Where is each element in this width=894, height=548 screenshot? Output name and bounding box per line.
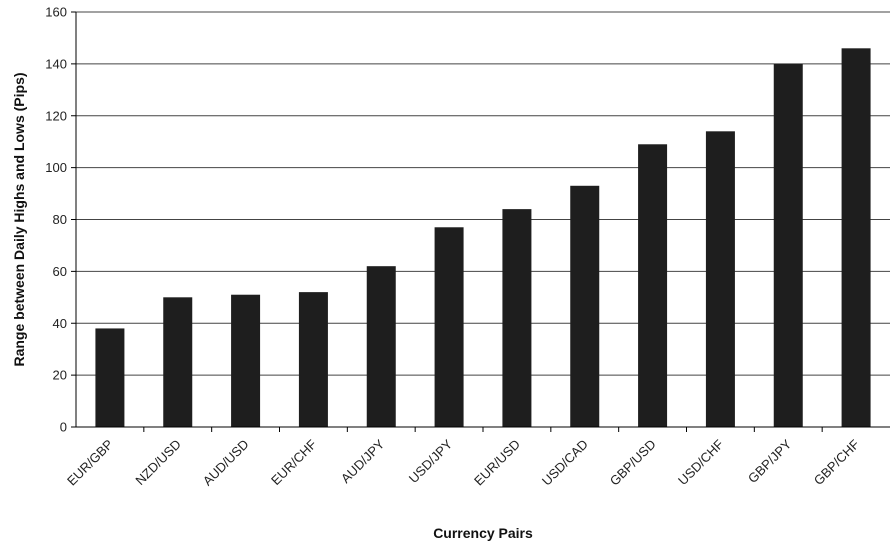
y-tick-label: 140 [45, 56, 67, 71]
x-tick-label: AUD/JPY [338, 436, 388, 486]
bar [163, 297, 193, 427]
y-tick-label: 160 [45, 5, 67, 20]
x-tick-label: NZD/USD [132, 437, 183, 488]
x-tick-label: EUR/USD [471, 437, 523, 489]
y-tick-label: 0 [60, 420, 67, 435]
bar [298, 292, 328, 427]
x-tick-label: USD/CHF [675, 436, 727, 488]
bar [570, 185, 600, 427]
x-tick-label: GBP/USD [607, 437, 659, 489]
y-axis-title: Range between Daily Highs and Lows (Pips… [11, 72, 27, 366]
x-tick-label: USD/JPY [406, 436, 456, 486]
y-tick-label: 120 [45, 108, 67, 123]
bar [841, 48, 871, 427]
y-tick-label: 20 [53, 368, 67, 383]
gridlines [76, 11, 890, 376]
bar [773, 63, 803, 427]
bar [231, 294, 261, 427]
bars [95, 48, 871, 427]
bar [638, 144, 668, 427]
y-axis-ticks: 0 20 40 60 80 100 120 140 160 [45, 5, 76, 435]
x-tick-label: AUD/USD [200, 437, 252, 489]
bar [705, 131, 735, 427]
x-axis-ticks: EUR/GBP NZD/USD AUD/USD EUR/CHF AUD/JPY USD/J… [64, 427, 862, 488]
bar [434, 227, 464, 427]
x-axis-title: Currency Pairs [433, 525, 533, 541]
y-tick-label: 80 [53, 212, 67, 227]
x-tick-label: GBP/CHF [811, 436, 863, 488]
x-tick-label: USD/CAD [539, 437, 591, 489]
bar [95, 328, 125, 427]
y-tick-label: 60 [53, 264, 67, 279]
y-tick-label: 40 [53, 316, 67, 331]
x-tick-label: EUR/GBP [64, 437, 116, 489]
y-tick-label: 100 [45, 160, 67, 175]
x-tick-label: EUR/CHF [268, 436, 320, 488]
x-tick-label: GBP/JPY [745, 436, 795, 486]
bar [502, 209, 532, 427]
bar [366, 266, 396, 427]
